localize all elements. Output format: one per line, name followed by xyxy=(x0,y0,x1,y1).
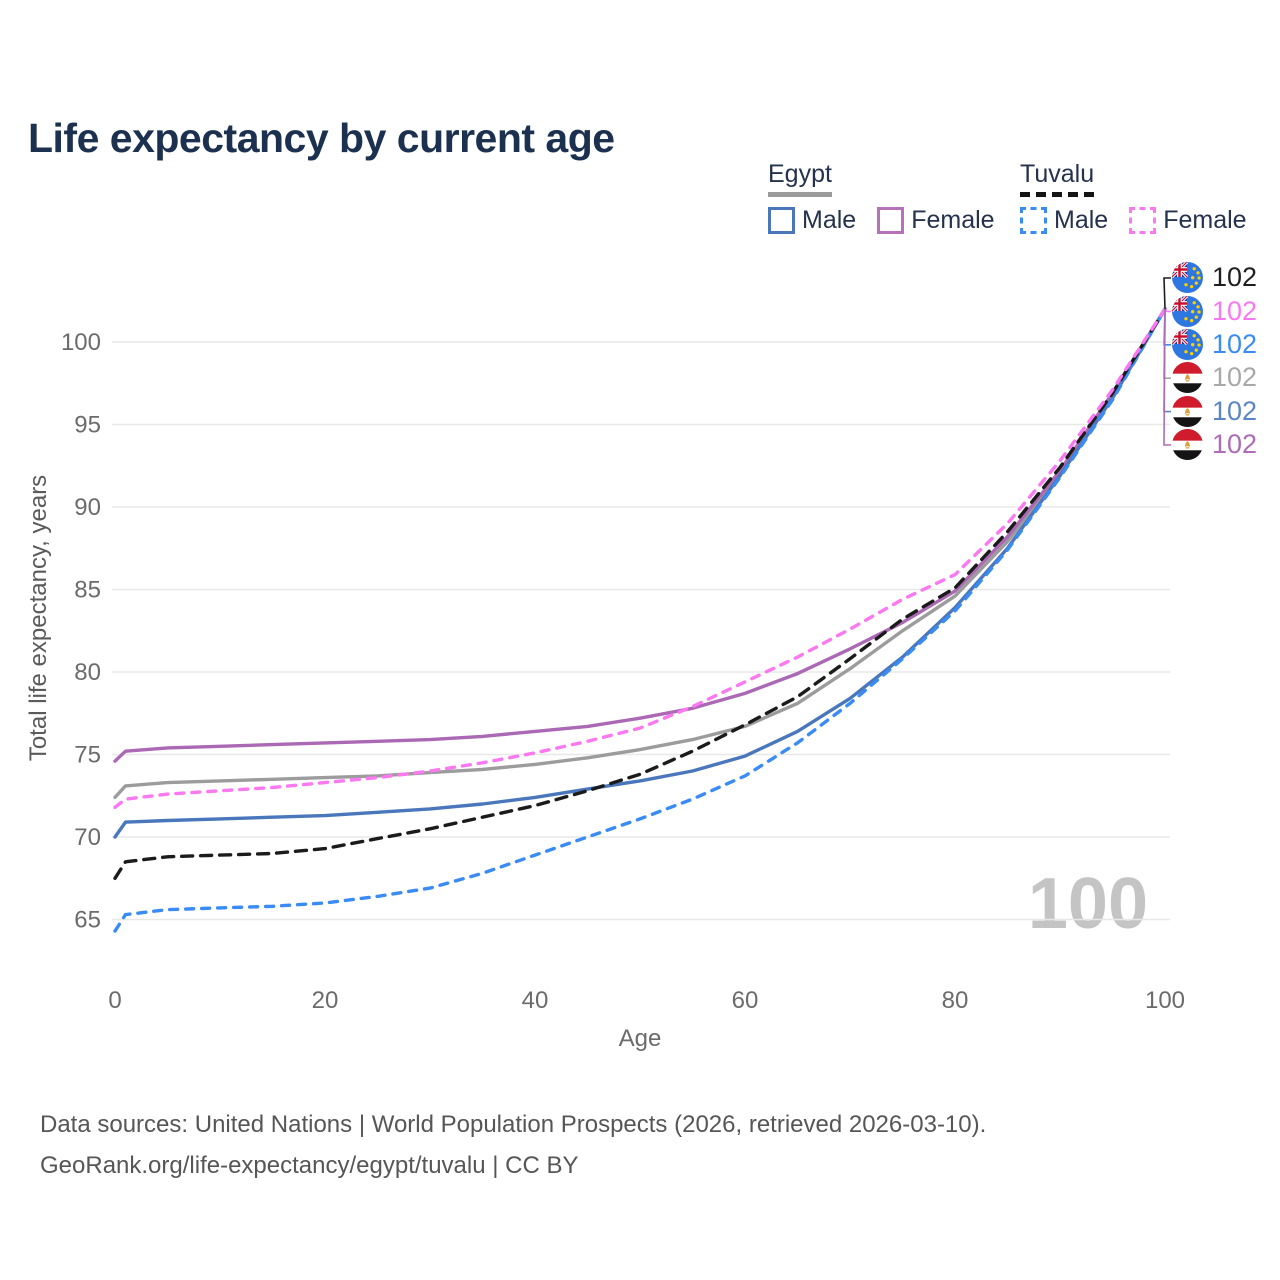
end-label-connector-tuvalu-total xyxy=(1163,277,1171,310)
tuvalu-flag-icon xyxy=(1172,328,1203,360)
end-label-tuvalu-male: 102 xyxy=(1172,328,1257,361)
series-line-egypt-total[interactable] xyxy=(113,307,1167,800)
y-axis-title: Total life expectancy, years xyxy=(25,475,52,761)
y-tick-65: 65 xyxy=(74,907,101,934)
legend-item-tuvalu-male[interactable]: Male xyxy=(1020,206,1108,235)
end-label-value-tuvalu-female: 102 xyxy=(1212,295,1258,326)
egypt-flag-icon xyxy=(1172,362,1203,394)
legend-label-tuvalu-female: Female xyxy=(1163,206,1247,234)
x-tick-0: 0 xyxy=(108,987,121,1014)
y-tick-100: 100 xyxy=(61,329,101,356)
end-label-value-egypt-total: 102 xyxy=(1212,362,1258,393)
x-axis-title: Age xyxy=(619,1025,662,1052)
footer: Data sources: United Nations | World Pop… xyxy=(40,1104,986,1186)
y-tick-70: 70 xyxy=(74,824,101,851)
legend-header-tuvalu: Tuvalu xyxy=(1020,160,1095,197)
series-line-egypt-female[interactable] xyxy=(113,307,1167,763)
footer-link: GeoRank.org/life-expectancy/egypt/tuvalu… xyxy=(40,1152,579,1179)
y-tick-90: 90 xyxy=(74,494,101,521)
legend-swatch-tuvalu-female-icon[interactable] xyxy=(1129,207,1157,234)
end-label-egypt-female: 102 xyxy=(1172,428,1257,461)
watermark-hovered-age: 100 xyxy=(1027,864,1148,944)
end-label-value-tuvalu-total: 102 xyxy=(1212,262,1258,293)
tuvalu-flag-icon xyxy=(1172,295,1203,327)
legend-swatch-egypt-female-icon[interactable] xyxy=(877,207,905,234)
series-end-labels: 102 102 xyxy=(1172,261,1257,461)
x-tick-60: 60 xyxy=(732,987,759,1014)
legend-item-tuvalu-female[interactable]: Female xyxy=(1129,206,1247,235)
egypt-flag-icon xyxy=(1172,429,1203,461)
end-label-value-tuvalu-male: 102 xyxy=(1212,328,1258,359)
series-line-tuvalu-male[interactable] xyxy=(113,307,1167,933)
end-label-value-egypt-male: 102 xyxy=(1212,395,1258,426)
footer-datasource: Data sources: United Nations | World Pop… xyxy=(40,1111,987,1138)
tuvalu-flag-icon xyxy=(1172,262,1203,294)
legend-swatch-egypt-male-icon[interactable] xyxy=(768,207,795,234)
legend-item-egypt-male[interactable]: Male xyxy=(768,206,856,235)
legend-label-egypt-male: Male xyxy=(802,206,857,234)
end-label-connector-egypt-female xyxy=(1163,308,1171,446)
egypt-flag-icon xyxy=(1172,395,1203,427)
y-tick-85: 85 xyxy=(74,577,101,604)
legend-group-tuvalu: Tuvalu Male Female xyxy=(1020,160,1247,235)
end-label-tuvalu-female: 102 xyxy=(1172,294,1257,327)
y-tick-95: 95 xyxy=(74,412,101,439)
legend-label-egypt-female: Female xyxy=(911,206,995,234)
legend-swatch-tuvalu-male-icon[interactable] xyxy=(1020,207,1047,234)
series-line-egypt-male[interactable] xyxy=(113,307,1167,839)
page-title: Life expectancy by current age xyxy=(28,115,615,162)
legend-header-egypt: Egypt xyxy=(768,160,832,197)
x-tick-100: 100 xyxy=(1145,987,1185,1014)
series-line-tuvalu-female[interactable] xyxy=(113,307,1167,809)
x-tick-40: 40 xyxy=(522,987,549,1014)
legend-label-tuvalu-male: Male xyxy=(1054,206,1109,234)
end-label-value-egypt-female: 102 xyxy=(1212,429,1258,460)
end-label-egypt-male: 102 xyxy=(1172,395,1257,428)
series-line-tuvalu-total[interactable] xyxy=(113,307,1167,880)
y-tick-75: 75 xyxy=(74,742,101,769)
legend-group-egypt: Egypt Male Female xyxy=(768,160,995,235)
end-label-tuvalu-total: 102 xyxy=(1172,261,1257,294)
x-tick-80: 80 xyxy=(942,987,969,1014)
y-tick-80: 80 xyxy=(74,659,101,686)
x-tick-20: 20 xyxy=(312,987,339,1014)
end-label-egypt-total: 102 xyxy=(1172,361,1257,394)
legend-item-egypt-female[interactable]: Female xyxy=(877,206,995,235)
